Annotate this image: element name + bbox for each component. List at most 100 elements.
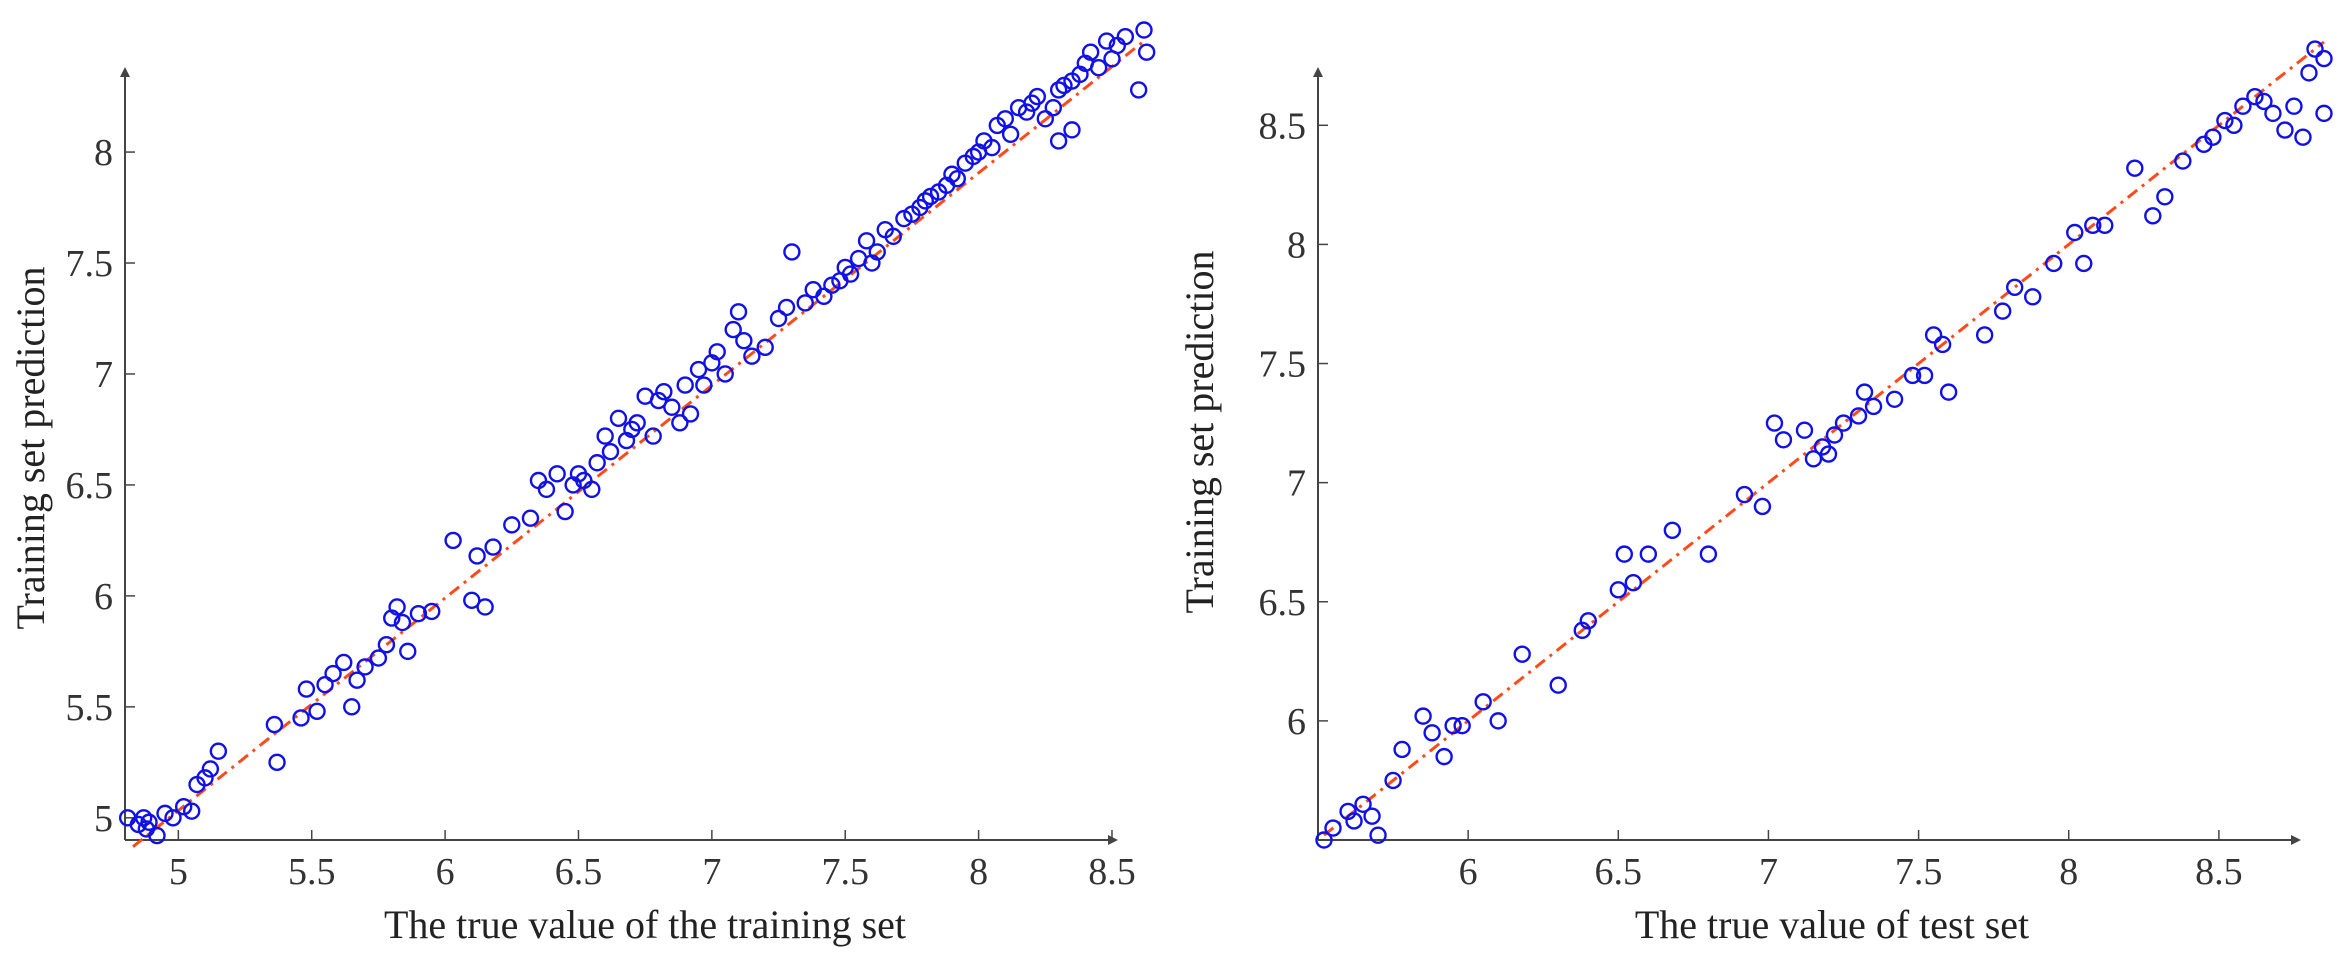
y-tick-label: 6 [1287, 701, 1306, 743]
data-point [377, 636, 396, 654]
data-point [2084, 216, 2102, 235]
data-point [2096, 216, 2114, 235]
data-point [1885, 390, 1904, 408]
data-point [1049, 81, 1068, 99]
x-axis-label-left: The true value of the training set [384, 902, 906, 947]
data-point [983, 138, 1001, 157]
data-point [1369, 826, 1387, 844]
data-point [2144, 207, 2162, 225]
data-point [1423, 724, 1441, 742]
data-point [1036, 110, 1054, 128]
data-point [729, 303, 748, 321]
data-point [756, 338, 774, 357]
data-point [943, 165, 961, 183]
data-point [777, 298, 796, 317]
data-point [2045, 254, 2063, 273]
data-point [1474, 693, 1492, 711]
x-tick-label: 8.5 [2195, 851, 2243, 893]
data-point [140, 813, 158, 831]
data-point [1414, 707, 1432, 725]
data-point [996, 110, 1014, 128]
x-tick-label: 6.5 [1595, 851, 1643, 893]
y-tick-label: 5.5 [66, 687, 114, 729]
data-point [2005, 278, 2024, 296]
data-point [463, 591, 481, 610]
data-point [681, 405, 700, 423]
data-point [2294, 128, 2312, 146]
data-point [1825, 426, 1844, 444]
data-point [1795, 421, 1814, 439]
data-point [1663, 521, 1682, 539]
data-point [916, 192, 934, 210]
data-point [655, 383, 673, 401]
data-point [663, 398, 681, 416]
data-point [423, 602, 441, 621]
data-point [1903, 366, 1922, 385]
x-tick-label: 5 [169, 851, 188, 893]
data-point [2285, 97, 2303, 115]
data-point [444, 531, 462, 550]
data-point [182, 802, 201, 820]
data-point [1765, 414, 1784, 432]
data-point [769, 309, 788, 328]
y-tick-label: 5 [94, 798, 113, 840]
data-point [724, 320, 742, 339]
data-point [1855, 383, 1874, 401]
data-point [1819, 445, 1838, 463]
data-point [1639, 545, 1658, 563]
data-point [164, 809, 182, 827]
data-point [1699, 545, 1718, 563]
data-point [356, 658, 374, 676]
data-point [2255, 92, 2273, 111]
data-point [1924, 326, 1943, 344]
data-point [743, 347, 761, 365]
data-point [2276, 121, 2294, 139]
y-tick-label: 7 [94, 354, 113, 396]
data-point [1116, 27, 1135, 46]
data-point [503, 516, 521, 534]
y-tick-label: 6.5 [66, 465, 114, 507]
data-point [2306, 40, 2324, 58]
data-point [841, 265, 860, 283]
data-point [1393, 740, 1411, 759]
data-point [265, 715, 284, 734]
data-point [1975, 326, 1994, 344]
data-point [2126, 159, 2144, 177]
data-point [649, 391, 668, 410]
y-tick-label: 6.5 [1259, 582, 1307, 624]
data-point [1324, 819, 1342, 837]
data-point [196, 769, 214, 787]
y-tick-label: 8.5 [1259, 105, 1307, 147]
y-tick-label: 7.5 [66, 243, 114, 285]
data-point [2315, 104, 2333, 123]
data-point [1028, 87, 1046, 106]
data-point [343, 698, 361, 716]
x-tick-label: 7 [702, 851, 721, 893]
data-point [1097, 32, 1116, 50]
data-point [695, 376, 713, 394]
x-tick-label: 8 [969, 851, 988, 893]
data-point [1044, 98, 1063, 117]
data-point [335, 653, 353, 672]
data-point [484, 538, 502, 556]
data-point [2174, 152, 2192, 170]
data-point [1804, 450, 1823, 468]
data-point [1939, 383, 1958, 401]
data-point [948, 169, 966, 188]
fit-line-right [1323, 40, 2325, 837]
data-point [1489, 712, 1507, 730]
data-point [409, 604, 428, 623]
data-point [1609, 581, 1627, 599]
data-point [1453, 716, 1471, 735]
data-point [324, 664, 342, 683]
data-point [297, 680, 316, 698]
data-point [1753, 497, 1772, 516]
data-point [388, 598, 406, 616]
data-point [1315, 831, 1333, 849]
data-point [708, 343, 726, 361]
data-point [1063, 121, 1081, 139]
data-point [316, 675, 334, 694]
data-point [1549, 676, 1567, 694]
plot-right: 6 6.5 7 7.5 8 8.5 6 6.5 7 7.5 8 8.5 [1259, 40, 2333, 893]
